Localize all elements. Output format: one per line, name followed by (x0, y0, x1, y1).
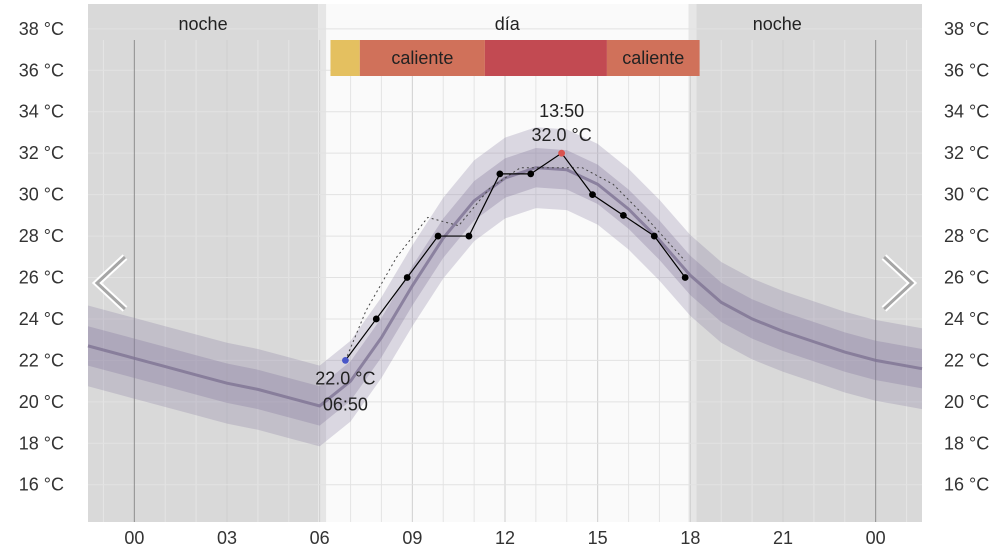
forecast-line (344, 167, 686, 361)
y-tick-label-right: 18 °C (944, 433, 989, 453)
data-point (650, 232, 658, 240)
night-shade-edge (688, 4, 697, 522)
y-tick-label-right: 22 °C (944, 350, 989, 370)
y-tick-label-right: 30 °C (944, 185, 989, 205)
y-tick-label-right: 16 °C (944, 475, 989, 495)
y-tick-label-right: 28 °C (944, 226, 989, 246)
y-tick-label-right: 38 °C (944, 19, 989, 39)
y-tick-label-left: 22 °C (19, 350, 64, 370)
next-day-button[interactable] (872, 245, 918, 317)
min-value-label: 22.0 °C (315, 368, 375, 388)
night-shade (696, 4, 922, 522)
y-tick-label-left: 16 °C (19, 475, 64, 495)
data-point (496, 170, 504, 178)
grid-lines (88, 28, 922, 522)
period-label: noche (179, 14, 228, 34)
heat-band-warm (330, 40, 360, 76)
prev-day-button[interactable] (88, 245, 134, 317)
x-tick-label: 18 (680, 528, 700, 548)
y-tick-label-left: 36 °C (19, 60, 64, 80)
period-label: noche (753, 14, 802, 34)
y-tick-label-left: 34 °C (19, 102, 64, 122)
max-time-label: 13:50 (539, 101, 584, 121)
period-label: día (495, 14, 521, 34)
x-tick-label: 15 (588, 528, 608, 548)
data-point (434, 232, 442, 240)
y-tick-label-right: 32 °C (944, 143, 989, 163)
data-point (619, 211, 627, 219)
y-tick-label-right: 34 °C (944, 102, 989, 122)
heat-band-strip: caliente caliente (330, 40, 700, 76)
heat-band-label: caliente (391, 48, 453, 68)
night-shade-edge (318, 4, 327, 522)
data-point (527, 170, 535, 178)
y-tick-label-left: 28 °C (19, 226, 64, 246)
min-time-label: 06:50 (323, 394, 368, 414)
x-tick-label: 03 (217, 528, 237, 548)
typical-outer-band (88, 127, 922, 447)
y-tick-label-right: 36 °C (944, 60, 989, 80)
data-point (372, 315, 380, 323)
y-tick-label-right: 20 °C (944, 392, 989, 412)
typical-mean-line (87, 166, 923, 408)
x-tick-label: 09 (402, 528, 422, 548)
typical-temperature-band (87, 127, 923, 447)
data-point (341, 356, 349, 364)
y-tick-label-right: 24 °C (944, 309, 989, 329)
y-tick-label-left: 18 °C (19, 433, 64, 453)
y-tick-label-left: 30 °C (19, 185, 64, 205)
data-point (681, 274, 689, 281)
x-tick-label: 21 (773, 528, 793, 548)
x-tick-label: 06 (310, 528, 330, 548)
y-tick-label-left: 38 °C (19, 19, 64, 39)
x-tick-label: 12 (495, 528, 515, 548)
data-point (403, 274, 411, 281)
x-tick-label: 00 (866, 528, 886, 548)
night-shade (88, 4, 319, 522)
max-value-label: 32.0 °C (532, 125, 592, 145)
y-tick-label-left: 26 °C (19, 268, 64, 288)
y-tick-label-left: 32 °C (19, 143, 64, 163)
annotations: 22.0 °C 06:50 13:50 32.0 °C (315, 101, 591, 414)
heat-band-very-hot (484, 40, 607, 76)
heat-band-label: caliente (622, 48, 684, 68)
heat-band-hot (359, 40, 485, 76)
observed-line (344, 152, 686, 361)
y-tick-label-left: 20 °C (19, 392, 64, 412)
heat-band-hot (606, 40, 700, 76)
x-tick-label: 00 (124, 528, 144, 548)
data-point (465, 232, 473, 240)
axes: 16 °C 16 °C 18 °C 18 °C 20 °C 20 °C 22 °C 22 °C… (19, 19, 989, 548)
data-point (558, 149, 566, 157)
series-layer (341, 149, 689, 364)
period-labels: noche día noche (179, 14, 802, 34)
y-tick-label-right: 26 °C (944, 268, 989, 288)
y-tick-label-left: 24 °C (19, 309, 64, 329)
data-point (589, 191, 596, 199)
